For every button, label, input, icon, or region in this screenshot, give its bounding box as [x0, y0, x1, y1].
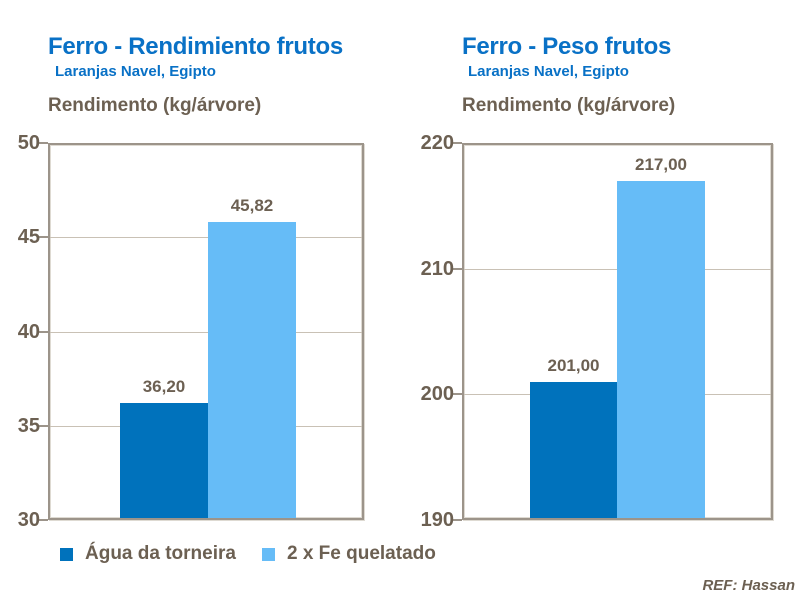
y-tick-label: 45 — [17, 226, 40, 248]
legend-item-fe-chelate: 2 x Fe quelatado — [261, 543, 436, 565]
y-tick-label: 35 — [17, 415, 40, 437]
y-gridline — [50, 237, 362, 238]
y-tick-mark — [39, 425, 48, 427]
y-tick-label: 210 — [420, 258, 454, 280]
chart-title-right: Ferro - Peso frutos — [462, 33, 671, 60]
bar-tap-water — [120, 403, 208, 518]
y-tick-mark — [453, 268, 462, 270]
reference-label: REF: Hassan — [702, 577, 795, 594]
y-tick-label: 50 — [17, 132, 40, 154]
y-tick-label: 40 — [17, 321, 40, 343]
y-axis-label-left: Rendimento (kg/árvore) — [48, 95, 262, 116]
y-tick-label: 200 — [420, 383, 454, 405]
legend: Água da torneira 2 x Fe quelatado — [60, 543, 436, 565]
y-tick-mark — [39, 142, 48, 144]
bar-value-label: 217,00 — [635, 155, 687, 174]
y-tick-mark — [39, 331, 48, 333]
bar-fe-chelate — [208, 222, 296, 518]
bar-fe-chelate — [617, 181, 705, 518]
chart-subtitle-left: Laranjas Navel, Egipto — [55, 63, 216, 80]
legend-swatch-dark-blue — [60, 547, 73, 561]
chart-subtitle-right: Laranjas Navel, Egipto — [468, 63, 629, 80]
y-tick-mark — [453, 142, 462, 144]
legend-label-fe-chelate: 2 x Fe quelatado — [286, 543, 436, 564]
bar-value-label: 201,00 — [547, 356, 600, 375]
y-tick-label: 190 — [420, 509, 454, 531]
y-axis-label-right: Rendimento (kg/árvore) — [462, 95, 676, 116]
legend-swatch-light-blue — [261, 547, 275, 561]
bar-value-label: 45,82 — [230, 196, 274, 215]
y-tick-label: 220 — [420, 132, 454, 154]
y-tick-mark — [39, 519, 48, 521]
chart-title-left: Ferro - Rendimiento frutos — [48, 33, 343, 60]
y-tick-mark — [453, 393, 462, 395]
y-tick-mark — [453, 519, 462, 521]
legend-item-tap-water: Água da torneira — [60, 543, 236, 565]
y-tick-label: 30 — [17, 509, 40, 531]
bar-tap-water — [530, 382, 617, 518]
bar-value-label: 36,20 — [142, 377, 186, 396]
legend-label-tap-water: Água da torneira — [85, 543, 236, 564]
y-tick-mark — [39, 236, 48, 238]
y-gridline — [50, 332, 362, 333]
